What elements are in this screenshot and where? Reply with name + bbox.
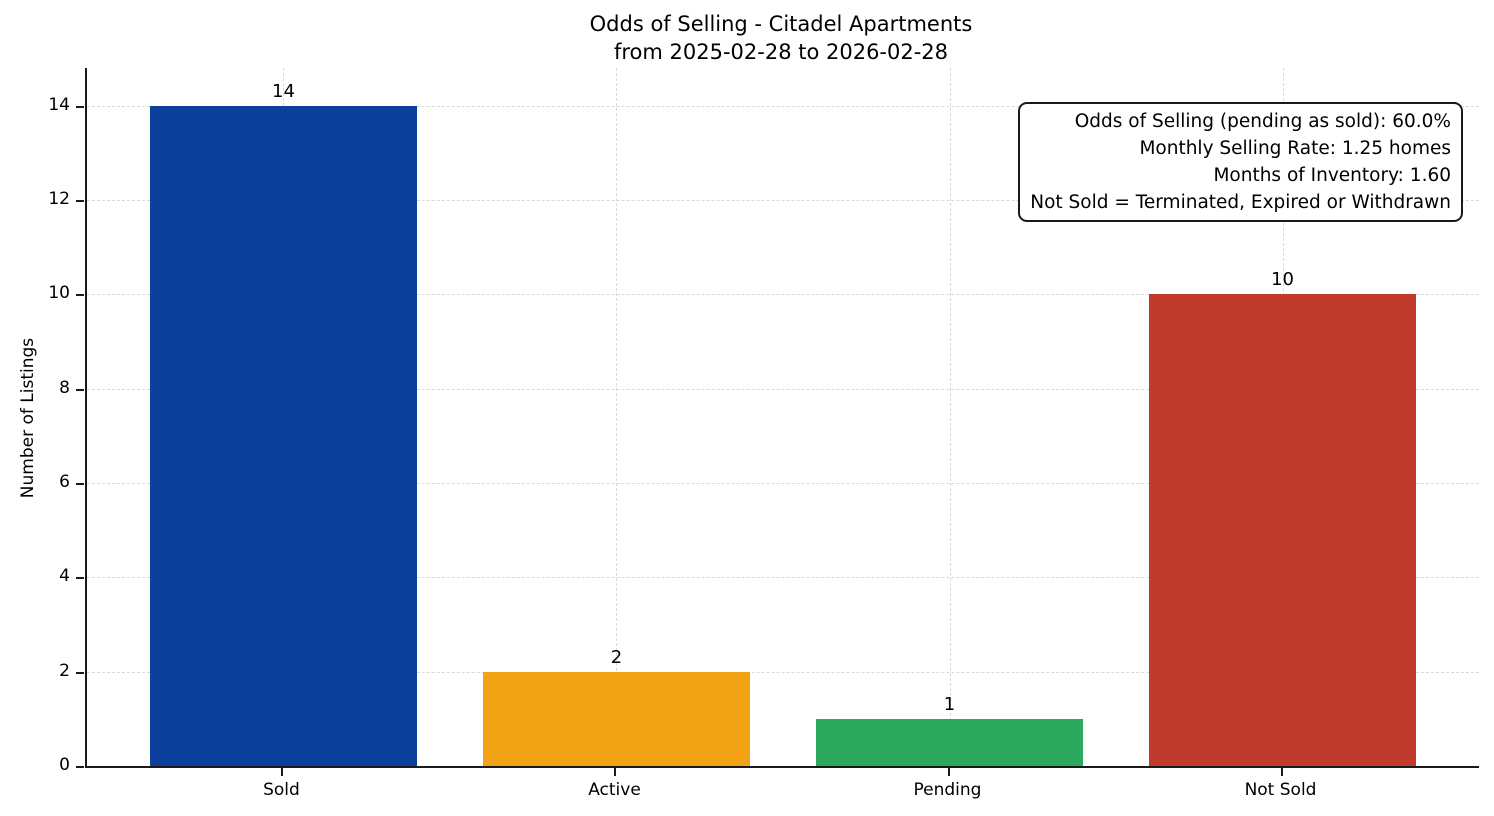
y-gridline xyxy=(87,200,1479,202)
x-tick-mark xyxy=(281,768,284,776)
x-tick-mark xyxy=(614,768,617,776)
y-tick-label: 12 xyxy=(48,189,70,210)
bar-active xyxy=(483,671,750,766)
y-tick-label: 14 xyxy=(48,94,70,115)
bar-value-label: 2 xyxy=(610,646,623,668)
y-tick-label: 0 xyxy=(59,755,70,775)
y-gridline xyxy=(87,577,1479,579)
y-tick-label: 6 xyxy=(59,472,70,493)
chart-title-line2: from 2025-02-28 to 2026-02-28 xyxy=(613,40,949,64)
bar-value-label: 10 xyxy=(1271,269,1294,291)
x-tick-mark xyxy=(947,768,950,776)
y-tick-mark xyxy=(76,577,84,580)
bar-value-label: 1 xyxy=(943,693,956,715)
y-tick-mark xyxy=(76,766,84,768)
y-tick-mark xyxy=(76,483,84,486)
y-tick-mark xyxy=(76,200,84,203)
x-gridline xyxy=(949,68,951,766)
y-tick-label: 8 xyxy=(59,377,70,398)
bar-value-label: 14 xyxy=(272,80,295,102)
bar-not-sold xyxy=(1149,294,1416,766)
x-tick-label-active: Active xyxy=(588,780,641,800)
y-tick-mark xyxy=(76,105,84,108)
chart-title-line1: Odds of Selling - Citadel Apartments xyxy=(589,12,973,36)
y-tick-label: 10 xyxy=(48,283,70,304)
x-tick-label-not-sold: Not Sold xyxy=(1244,780,1317,800)
plot-area: 14 2 1 10 Odds of Selling (pending as sold)… xyxy=(85,68,1479,768)
y-tick-label: 4 xyxy=(59,566,70,587)
y-gridline xyxy=(87,671,1479,673)
y-gridline xyxy=(87,483,1479,485)
annotation-box: Odds of Selling (pending as sold): 60.0%… xyxy=(1018,102,1463,222)
x-gridline xyxy=(616,68,618,766)
x-tick-mark xyxy=(1280,768,1283,776)
y-tick-mark xyxy=(76,671,84,674)
bar-pending xyxy=(816,718,1083,766)
annotation-line-inventory: Months of Inventory: 1.60 xyxy=(1213,165,1451,186)
bar-sold xyxy=(150,105,417,766)
y-gridline xyxy=(87,105,1479,107)
x-tick-label-sold: Sold xyxy=(263,780,300,800)
x-tick-label-pending: Pending xyxy=(913,780,982,800)
y-tick-label: 2 xyxy=(59,660,70,681)
annotation-line-notsold-def: Not Sold = Terminated, Expired or Withdr… xyxy=(1030,192,1451,213)
annotation-line-rate: Monthly Selling Rate: 1.25 homes xyxy=(1139,138,1451,159)
y-gridline xyxy=(87,388,1479,390)
chart-title: Odds of Selling - Citadel Apartments fro… xyxy=(85,10,1477,66)
y-tick-mark xyxy=(76,388,84,391)
y-gridline xyxy=(87,294,1479,296)
y-tick-mark xyxy=(76,294,84,297)
annotation-line-odds: Odds of Selling (pending as sold): 60.0% xyxy=(1074,111,1451,132)
